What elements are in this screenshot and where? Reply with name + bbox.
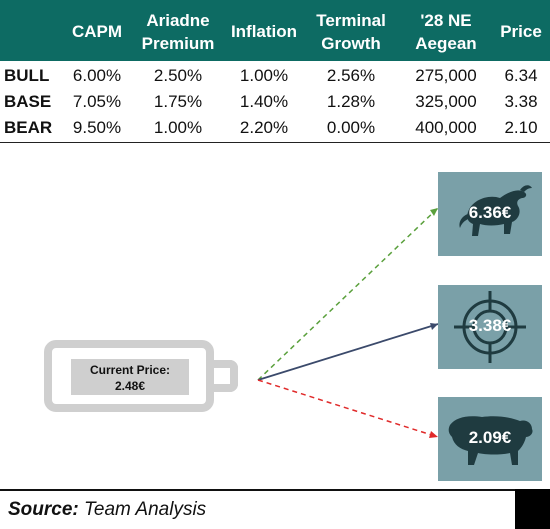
target-icon [454,291,526,363]
header-capm: CAPM [71,22,123,41]
current-price-label: Current Price: [89,363,171,377]
bear-scenario-card: 2.09€ [438,397,542,481]
header-ne-aegean: '28 NE Aegean [415,10,477,53]
bull-arrowhead [430,208,438,216]
cell-ariadne-premium: 1.75% [153,92,203,111]
source-text: Team Analysis [84,499,207,520]
table-bottom-border [0,142,550,143]
header-terminal-growth: Terminal Growth [316,10,386,53]
current-price-box: Current Price: 2.48€ [71,359,189,395]
cell-ne-aegean: 325,000 [415,92,477,111]
row-label: BASE [4,92,52,111]
bull-scenario-card: 6.36€ [438,172,542,256]
table-row-base: BASE 7.05% 1.75% 1.40% 1.28% 325,000 3.3… [0,89,550,115]
cell-capm: 9.50% [72,118,122,137]
source-line: Source: Team Analysis [8,499,206,521]
corner-block [515,489,550,529]
cell-inflation: 1.40% [239,92,289,111]
base-arrowhead [430,323,438,330]
cell-ne-aegean: 400,000 [415,118,477,137]
header-price: Price [500,22,542,41]
cell-price: 2.10 [504,118,538,137]
table-row-bull: BULL 6.00% 2.50% 1.00% 2.56% 275,000 6.3… [0,63,550,89]
cell-price: 6.34 [504,66,538,85]
cell-inflation: 1.00% [239,66,289,85]
cell-inflation: 2.20% [239,118,289,137]
battery-cap [214,360,238,392]
cell-capm: 7.05% [72,92,122,111]
bear-icon [448,416,533,465]
source-label: Source: [8,499,79,520]
bull-icon [459,185,532,236]
cell-ne-aegean: 275,000 [415,66,477,85]
header-inflation: Inflation [230,22,298,41]
bear-arrowhead [429,431,438,438]
row-label: BEAR [4,118,53,137]
source-footer: Source: Team Analysis [0,489,515,529]
table-row-bear: BEAR 9.50% 1.00% 2.20% 0.00% 400,000 2.1… [0,115,550,141]
cell-capm: 6.00% [72,66,122,85]
header-ariadne-premium: Ariadne Premium [141,10,215,53]
bull-line [257,207,439,381]
row-label: BULL [4,66,50,85]
cell-ariadne-premium: 1.00% [153,118,203,137]
cell-ariadne-premium: 2.50% [153,66,203,85]
bear-line [257,379,439,438]
cell-price: 3.38 [504,92,538,111]
base-value: 3.38€ [468,316,512,335]
current-price-value: 2.48€ [114,379,146,393]
cell-terminal-growth: 1.28% [326,92,376,111]
cell-terminal-growth: 2.56% [326,66,376,85]
bull-value: 6.36€ [468,203,512,222]
cell-terminal-growth: 0.00% [326,118,376,137]
scenario-lines [257,207,439,438]
base-scenario-card: 3.38€ [438,285,542,369]
base-line [257,323,439,381]
bear-value: 2.09€ [468,428,512,447]
table-header: CAPM Ariadne Premium Inflation Terminal Gr… [0,0,550,61]
